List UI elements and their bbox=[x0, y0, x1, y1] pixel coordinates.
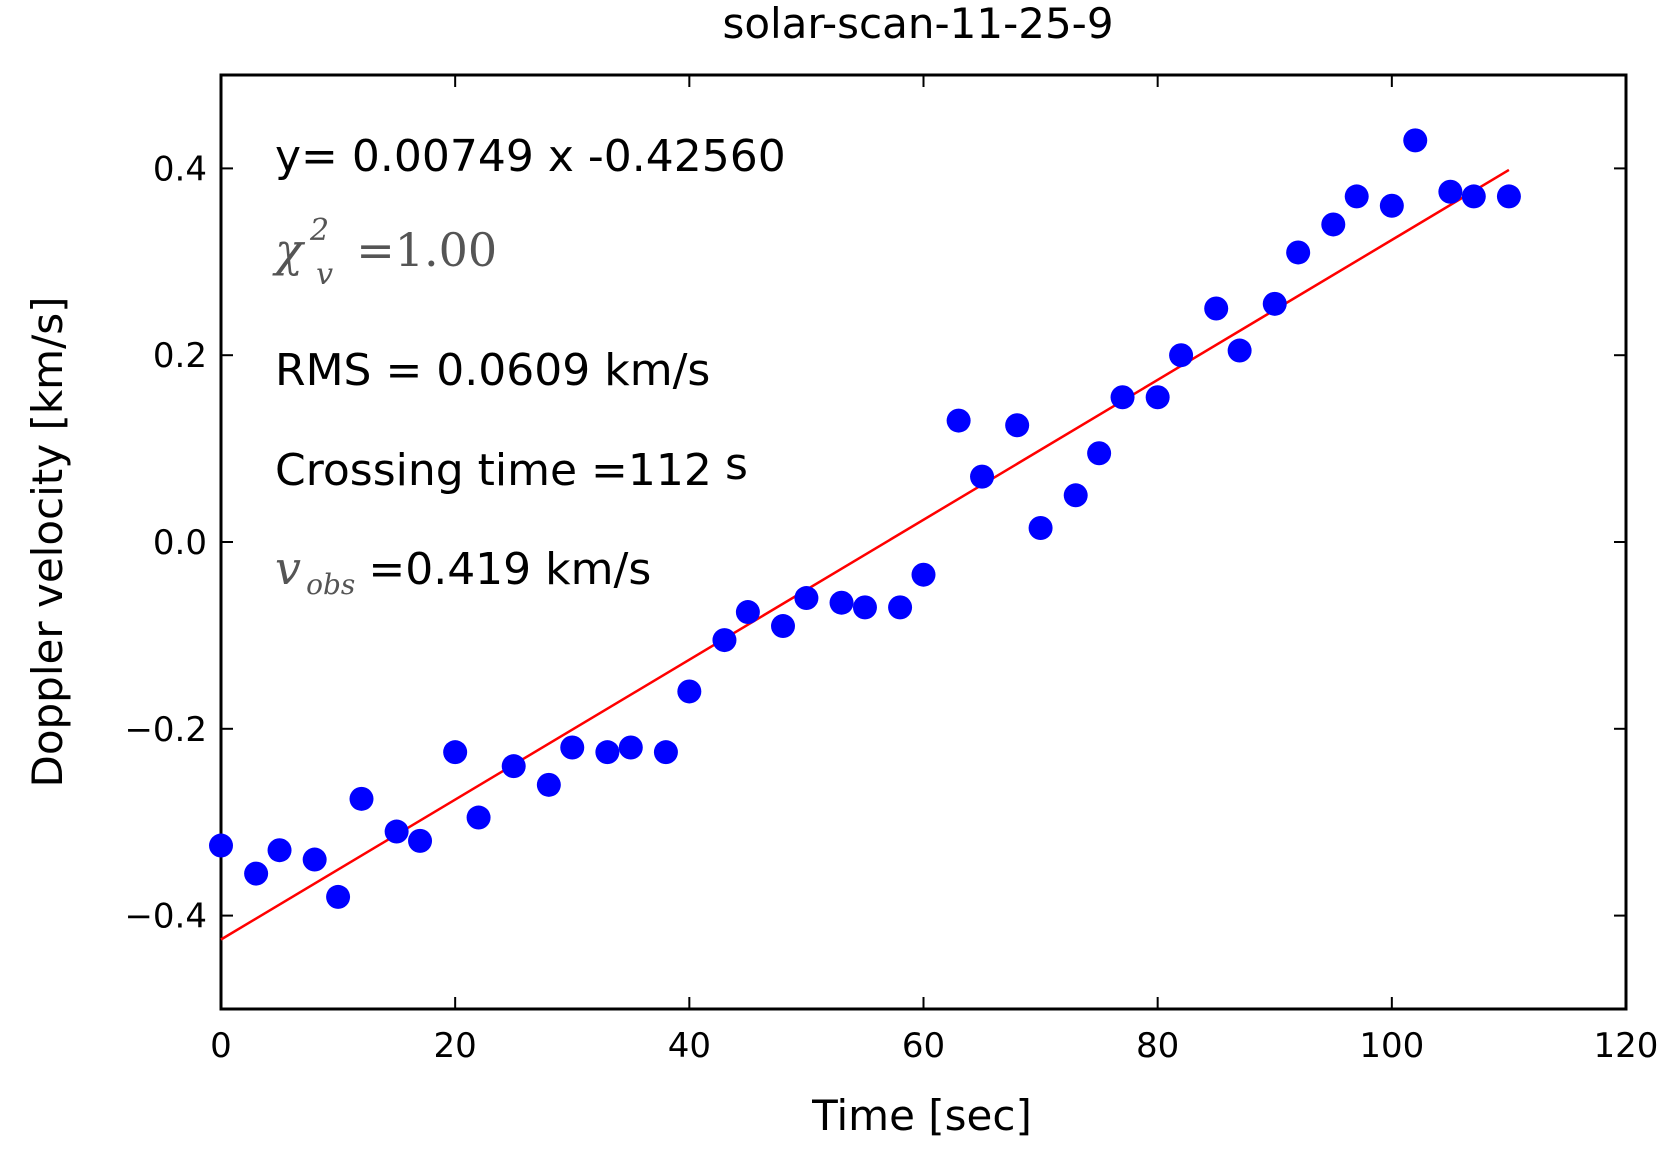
y-tick-label: 0.2 bbox=[153, 336, 207, 376]
y-tick-label: −0.4 bbox=[124, 897, 207, 937]
data-point bbox=[466, 805, 491, 830]
data-point bbox=[267, 838, 292, 863]
data-point bbox=[1145, 385, 1170, 410]
x-tick-label: 60 bbox=[902, 1026, 945, 1066]
chi-subscript: v bbox=[316, 257, 333, 292]
data-point bbox=[443, 740, 468, 765]
data-point bbox=[1344, 184, 1369, 209]
data-point bbox=[1204, 296, 1229, 321]
data-point bbox=[852, 595, 877, 620]
data-point bbox=[595, 740, 620, 765]
data-point bbox=[501, 754, 526, 779]
plot-area bbox=[219, 73, 1628, 1011]
x-tick-label: 0 bbox=[210, 1026, 232, 1066]
data-point bbox=[302, 847, 327, 872]
fit-annotations: y= 0.00749 x -0.42560 χ 2 v =1.00 RMS = … bbox=[272, 131, 786, 601]
data-point bbox=[794, 586, 819, 611]
data-point bbox=[771, 614, 795, 639]
x-tick-label: 80 bbox=[1136, 1026, 1179, 1066]
axis-ticks bbox=[220, 75, 1627, 1009]
data-point bbox=[209, 833, 233, 858]
y-tick-label: 0.4 bbox=[153, 149, 207, 189]
x-tick-label: 120 bbox=[1594, 1026, 1659, 1066]
data-point bbox=[1028, 515, 1053, 540]
crossing-time-unit: s bbox=[725, 439, 748, 490]
data-point bbox=[829, 590, 854, 615]
vobs-symbol: v bbox=[275, 541, 301, 595]
data-point bbox=[1169, 343, 1194, 368]
data-point bbox=[1321, 212, 1346, 237]
data-point bbox=[1227, 338, 1252, 363]
data-point bbox=[244, 861, 269, 886]
data-point bbox=[1496, 184, 1521, 209]
data-point bbox=[888, 595, 913, 620]
fit-line bbox=[220, 168, 1510, 941]
equation-annotation: y= 0.00749 x -0.42560 bbox=[275, 131, 786, 182]
data-point bbox=[1063, 483, 1088, 508]
data-point bbox=[946, 408, 971, 433]
x-tick-label: 100 bbox=[1359, 1026, 1424, 1066]
rms-annotation: RMS = 0.0609 km/s bbox=[275, 345, 710, 396]
crossing-time-annotation: Crossing time =112 s bbox=[275, 439, 748, 496]
axis-tick-labels: 0 20 40 60 80 100 120 −0.4 −0.2 0.0 0.2 0.4 bbox=[124, 149, 1658, 1066]
data-point bbox=[1087, 441, 1112, 466]
data-point bbox=[384, 819, 409, 844]
data-point bbox=[349, 786, 374, 811]
data-point bbox=[560, 735, 585, 760]
plot-frame bbox=[219, 73, 1628, 1011]
data-point bbox=[1403, 128, 1428, 153]
observed-velocity-annotation: v obs =0.419 km/s bbox=[275, 541, 651, 601]
data-point bbox=[1286, 240, 1311, 265]
chi-value: =1.00 bbox=[356, 223, 497, 277]
data-point bbox=[911, 562, 936, 587]
data-point bbox=[408, 828, 433, 853]
data-point bbox=[1461, 184, 1486, 209]
data-points bbox=[209, 128, 1521, 909]
chart-title: solar-scan-11-25-9 bbox=[722, 0, 1113, 48]
data-point bbox=[712, 628, 737, 653]
data-point bbox=[326, 884, 351, 909]
y-axis-label: Doppler velocity [km/s] bbox=[23, 296, 72, 787]
x-tick-label: 40 bbox=[668, 1026, 711, 1066]
data-point bbox=[536, 772, 561, 797]
data-point bbox=[677, 679, 702, 704]
chi-squared-annotation: χ 2 v =1.00 bbox=[272, 213, 497, 292]
x-axis-label: Time [sec] bbox=[811, 1091, 1032, 1140]
x-tick-label: 20 bbox=[434, 1026, 477, 1066]
data-point bbox=[735, 600, 760, 625]
data-point bbox=[1438, 179, 1463, 204]
data-point bbox=[1005, 413, 1030, 438]
chi-symbol: χ bbox=[272, 223, 306, 277]
y-tick-label: −0.2 bbox=[124, 710, 207, 750]
data-point bbox=[1262, 291, 1287, 316]
data-point bbox=[618, 735, 643, 760]
data-point bbox=[653, 740, 678, 765]
y-tick-label: 0.0 bbox=[153, 523, 207, 563]
crossing-time-value: Crossing time =112 bbox=[275, 445, 712, 496]
data-point bbox=[1110, 385, 1135, 410]
data-point bbox=[1379, 193, 1404, 218]
data-point bbox=[970, 464, 995, 489]
vobs-value: =0.419 km/s bbox=[368, 544, 651, 595]
vobs-subscript: obs bbox=[306, 568, 355, 601]
chi-superscript: 2 bbox=[309, 213, 329, 248]
